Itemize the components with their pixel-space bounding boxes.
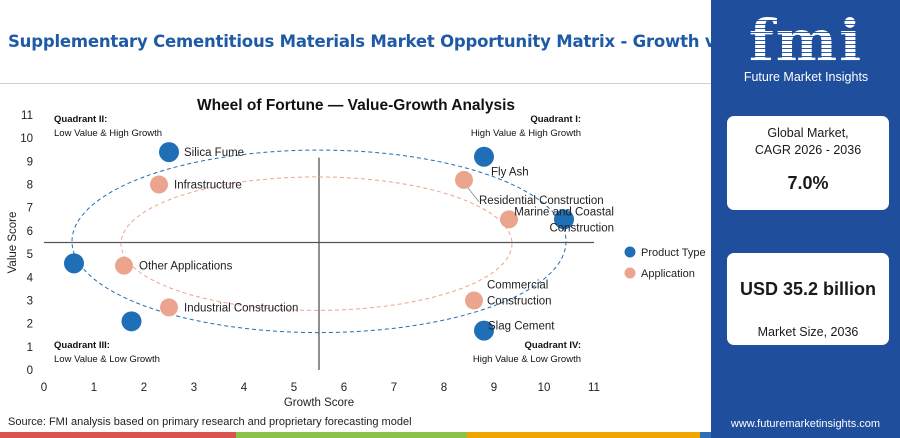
- market-size-card: USD 35.2 billion Market Size, 2036: [727, 253, 889, 345]
- x-tick-label: 9: [491, 382, 497, 394]
- bottom-bar-segment: [700, 432, 711, 438]
- point-label: Construction: [549, 222, 614, 234]
- website-link[interactable]: www.futuremarketinsights.com: [730, 418, 881, 430]
- cagr-value: 7.0%: [787, 173, 829, 193]
- y-tick-label: 1: [27, 342, 33, 354]
- x-tick-label: 11: [588, 382, 600, 394]
- bottom-bar-segment: [236, 432, 467, 438]
- point-label: Commercial: [487, 279, 548, 291]
- x-tick-label: 5: [291, 382, 297, 394]
- report-title: Supplementary Cementitious Materials Mar…: [8, 32, 782, 51]
- legend-label: Product Type: [641, 247, 706, 259]
- cagr-card: Global Market, CAGR 2026 - 2036 7.0%: [727, 116, 889, 210]
- y-tick-label: 10: [20, 133, 33, 145]
- x-tick-label: 4: [241, 382, 248, 394]
- quadrant-description: High Value & High Growth: [471, 128, 581, 139]
- fmi-logo-mark: fmi: [723, 10, 889, 72]
- x-axis-label: Growth Score: [284, 397, 354, 409]
- quadrant-title: Quadrant II:: [54, 114, 107, 125]
- application-point: [115, 256, 133, 275]
- legend-marker: [624, 246, 636, 258]
- x-tick-label: 10: [538, 382, 551, 394]
- source-note: Source: FMI analysis based on primary re…: [8, 416, 412, 428]
- cagr-label-line1: Global Market,: [767, 126, 849, 140]
- application-point: [150, 175, 168, 194]
- market-size-value: USD 35.2 billion: [739, 279, 877, 299]
- product-type-point: [159, 142, 179, 163]
- sidebar-panel: fmi Future Market Insights Global Market…: [711, 0, 900, 438]
- y-tick-label: 3: [27, 295, 33, 307]
- point-label: Fly Ash: [491, 167, 529, 179]
- product-type-ring: [71, 149, 567, 334]
- y-axis-label: Value Score: [7, 212, 19, 274]
- y-tick-label: 5: [27, 249, 33, 261]
- bottom-bar-segment: [467, 432, 700, 438]
- legend-marker: [624, 267, 636, 279]
- fmi-logo: fmi Future Market Insights: [723, 2, 889, 96]
- cagr-label: Global Market, CAGR 2026 - 2036: [727, 116, 889, 159]
- y-tick-label: 8: [27, 180, 33, 192]
- point-label: Marine and Coastal: [514, 206, 614, 218]
- quadrant-title: Quadrant I:: [530, 114, 581, 125]
- point-label: Infrastructure: [174, 180, 242, 192]
- legend-label: Application: [641, 268, 695, 280]
- x-tick-label: 3: [191, 382, 197, 394]
- fmi-logo-tagline: Future Market Insights: [743, 70, 869, 84]
- quadrant-title: Quadrant IV:: [525, 340, 581, 351]
- point-label: Other Applications: [139, 261, 233, 273]
- product-type-point: [64, 253, 84, 274]
- quadrant-description: High Value & Low Growth: [473, 354, 581, 365]
- y-tick-label: 6: [27, 226, 33, 238]
- quadrant-description: Low Value & High Growth: [54, 128, 162, 139]
- y-tick-label: 9: [27, 156, 33, 168]
- point-label: Slag Cement: [488, 321, 555, 333]
- application-ring: [120, 176, 513, 311]
- cagr-label-line2: CAGR 2026 - 2036: [754, 143, 862, 157]
- y-tick-label: 2: [27, 319, 33, 331]
- market-size-label: Market Size, 2036: [757, 325, 859, 339]
- quadrant-description: Low Value & Low Growth: [54, 354, 160, 365]
- x-tick-label: 2: [141, 382, 147, 394]
- application-point: [500, 210, 518, 229]
- application-point: [465, 291, 483, 310]
- label-leader: [467, 187, 480, 203]
- y-tick-label: 7: [27, 203, 33, 215]
- y-tick-label: 11: [21, 110, 33, 122]
- product-type-point: [474, 320, 494, 341]
- title-divider: [0, 83, 711, 84]
- opportunity-matrix-chart: Wheel of Fortune — Value-Growth Analysis…: [7, 97, 706, 409]
- y-tick-label: 0: [27, 365, 33, 377]
- x-tick-label: 8: [441, 382, 447, 394]
- quadrant-title: Quadrant III:: [54, 340, 110, 351]
- point-label: Industrial Construction: [184, 302, 298, 314]
- product-type-point: [121, 311, 142, 332]
- application-point: [160, 298, 178, 317]
- product-type-point: [554, 209, 574, 230]
- y-tick-label: 4: [27, 272, 34, 284]
- x-tick-label: 1: [91, 382, 97, 394]
- bottom-bar-segment: [0, 432, 236, 438]
- point-label: Construction: [487, 295, 552, 307]
- application-point: [455, 170, 473, 189]
- chart-title: Wheel of Fortune — Value-Growth Analysis: [197, 97, 515, 114]
- point-label: Residential Construction: [479, 195, 604, 207]
- x-tick-label: 0: [41, 382, 47, 394]
- x-tick-label: 7: [391, 382, 397, 394]
- point-label: Silica Fume: [184, 147, 244, 159]
- product-type-point: [474, 146, 494, 167]
- x-tick-label: 6: [341, 382, 347, 394]
